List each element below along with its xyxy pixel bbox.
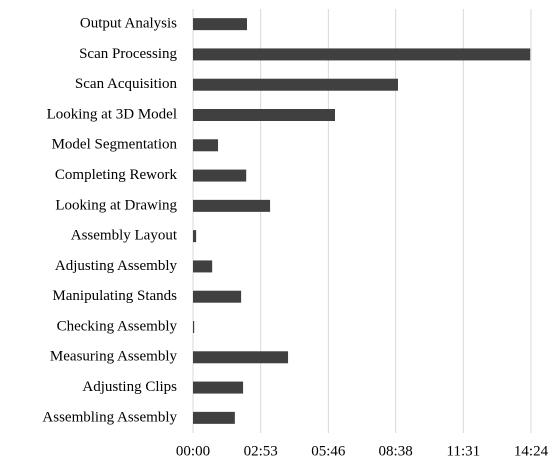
y-tick-label: Adjusting Clips [82,379,177,395]
y-tick-label: Manipulating Stands [52,288,177,304]
bar [193,18,247,31]
x-tick-label: 05:46 [311,443,346,459]
x-tick-label: 08:38 [379,443,413,459]
x-tick-label: 14:24 [514,443,549,459]
bar [193,381,244,394]
x-tick-label: 00:00 [176,443,210,459]
bar [193,109,336,121]
y-tick-label: Looking at Drawing [55,197,177,213]
bar [193,230,197,243]
bar [193,411,235,424]
y-tick-label: Scan Processing [79,46,177,62]
bar [193,199,271,212]
y-tick-label: Assembling Assembly [42,409,177,425]
y-tick-label: Checking Assembly [57,318,178,334]
bar [193,78,398,91]
bar [193,260,213,273]
bar [193,139,219,152]
bar [193,48,531,61]
bar [193,351,289,364]
y-tick-label: Output Analysis [80,16,177,32]
y-tick-label: Adjusting Assembly [55,258,178,274]
x-tick-label: 11:31 [447,443,481,459]
y-tick-label: Completing Rework [55,167,178,183]
y-tick-label: Model Segmentation [52,137,178,153]
bar [193,321,195,333]
y-tick-label: Measuring Assembly [50,349,178,365]
bar [193,169,247,182]
bar [193,290,242,303]
y-tick-label: Scan Acquisition [75,76,178,92]
y-tick-label: Assembly Layout [71,228,178,244]
y-tick-label: Looking at 3D Model [47,106,177,122]
x-tick-label: 02:53 [244,443,278,459]
